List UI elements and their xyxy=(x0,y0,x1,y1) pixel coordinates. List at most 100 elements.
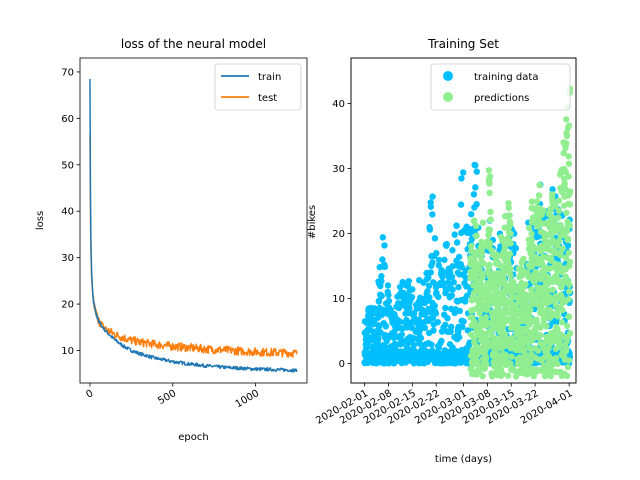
scatter-point xyxy=(442,304,449,312)
scatter-point xyxy=(555,207,563,215)
scatter-point xyxy=(507,272,514,279)
training-chart-title: Training Set xyxy=(427,37,499,51)
scatter-point xyxy=(538,260,546,267)
scatter-point xyxy=(474,366,482,374)
scatter-point xyxy=(547,207,554,214)
scatter-point xyxy=(439,280,447,287)
scatter-point xyxy=(410,341,418,349)
scatter-point xyxy=(505,204,512,212)
scatter-point xyxy=(381,242,388,249)
scatter-point xyxy=(482,314,490,321)
legend-train-label: train xyxy=(258,72,281,83)
scatter-point xyxy=(426,294,433,301)
scatter-point xyxy=(459,323,466,331)
scatter-point xyxy=(515,297,523,304)
training-legend-box xyxy=(430,63,571,111)
scatter-point xyxy=(501,330,509,338)
scatter-point xyxy=(382,322,389,329)
scatter-point xyxy=(507,221,514,228)
scatter-point xyxy=(468,210,475,218)
scatter-point xyxy=(424,288,431,295)
scatter-point xyxy=(378,277,385,285)
scatter-point xyxy=(525,311,533,319)
scatter-point xyxy=(440,324,447,331)
scatter-point xyxy=(406,338,413,346)
scatter-point xyxy=(385,304,393,311)
scatter-point xyxy=(549,361,556,368)
loss-x-tick-label: 500 xyxy=(156,388,178,407)
scatter-point xyxy=(375,298,383,305)
scatter-point xyxy=(540,316,547,323)
scatter-point xyxy=(458,175,465,182)
scatter-point xyxy=(528,230,535,237)
scatter-point xyxy=(383,337,390,345)
scatter-point xyxy=(365,307,372,315)
scatter-point xyxy=(565,173,572,180)
scatter-point xyxy=(532,253,539,261)
scatter-point xyxy=(535,274,542,281)
scatter-point xyxy=(566,190,573,197)
scatter-point xyxy=(381,261,388,268)
scatter-point xyxy=(506,212,513,219)
scatter-point xyxy=(453,222,460,229)
loss-y-tick-label: 50 xyxy=(61,160,74,171)
scatter-point xyxy=(500,250,507,257)
scatter-point xyxy=(451,231,458,238)
scatter-point xyxy=(409,286,416,293)
loss-x-tick-label: 0 xyxy=(84,388,95,401)
scatter-point xyxy=(515,343,522,350)
scatter-point xyxy=(507,360,514,367)
training-y-tick-label: 40 xyxy=(332,99,345,110)
scatter-point xyxy=(407,296,414,304)
scatter-point xyxy=(475,299,483,307)
scatter-point xyxy=(457,201,465,208)
training-axis-ticks: 0102030402020-02-012020-02-082020-02-152… xyxy=(314,99,574,427)
scatter-point xyxy=(562,254,570,262)
scatter-point xyxy=(427,203,435,210)
scatter-point xyxy=(563,227,571,235)
scatter-point xyxy=(455,328,462,336)
scatter-point xyxy=(508,353,515,360)
loss-y-tick-label: 70 xyxy=(61,67,74,78)
scatter-point xyxy=(565,313,572,320)
scatter-point xyxy=(504,372,512,379)
scatter-point xyxy=(522,281,529,288)
scatter-point xyxy=(449,286,456,293)
scatter-point xyxy=(479,373,486,380)
scatter-point xyxy=(497,372,505,380)
loss-y-tick-label: 30 xyxy=(61,253,74,264)
scatter-point xyxy=(435,256,443,264)
scatter-point xyxy=(378,292,385,300)
scatter-point xyxy=(378,273,385,280)
scatter-point xyxy=(565,160,573,167)
scatter-point xyxy=(472,222,480,230)
scatter-point xyxy=(472,162,479,169)
scatter-point xyxy=(471,339,478,346)
legend-training-data-label: training data xyxy=(474,72,538,83)
scatter-point xyxy=(481,332,488,339)
scatter-point xyxy=(520,346,527,353)
training-scatter-points xyxy=(361,85,574,380)
scatter-point xyxy=(448,323,455,331)
scatter-point xyxy=(421,324,429,332)
scatter-point xyxy=(560,165,568,173)
training-legend: training data predictions xyxy=(430,63,571,111)
scatter-point xyxy=(396,318,404,325)
scatter-point xyxy=(564,124,572,132)
scatter-point xyxy=(521,269,529,277)
scatter-point xyxy=(479,219,487,226)
scatter-point xyxy=(447,292,454,299)
scatter-point xyxy=(509,335,516,342)
legend-predictions-marker xyxy=(443,92,453,102)
scatter-point xyxy=(372,328,379,335)
scatter-point xyxy=(521,339,529,346)
scatter-point xyxy=(362,341,370,348)
scatter-point xyxy=(483,361,490,368)
scatter-point xyxy=(566,222,573,229)
scatter-point xyxy=(554,326,561,333)
scatter-point xyxy=(485,167,493,174)
training-set-chart: Training Set time (days) #bikes 0 10 20 30 4… xyxy=(307,37,577,465)
scatter-point xyxy=(485,303,492,310)
loss-legend: train test xyxy=(214,63,302,111)
